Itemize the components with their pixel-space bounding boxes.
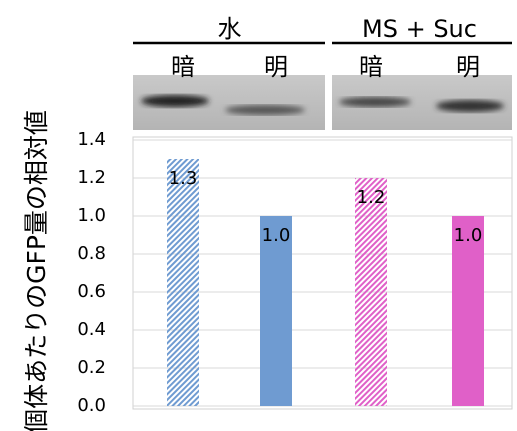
y-tick-label: 0.2 [77, 357, 106, 378]
y-tick-label: 0.4 [77, 319, 106, 340]
bar [452, 216, 484, 406]
group-label: 水 [218, 15, 242, 43]
blot-image [133, 75, 512, 130]
data-label: 1.0 [262, 225, 291, 246]
data-label: 1.3 [169, 168, 198, 189]
y-tick-label: 0.8 [77, 243, 106, 264]
category-label: 明 [264, 53, 288, 81]
y-tick-label: 1.4 [77, 129, 106, 150]
bar [355, 178, 387, 406]
y-tick-label: 0.0 [77, 395, 106, 416]
y-tick-label: 1.2 [77, 167, 106, 188]
category-label: 暗 [171, 53, 195, 81]
category-label: 明 [456, 53, 480, 81]
y-axis-label: 個体あたりのGFP量の相対値 [22, 110, 51, 431]
y-tick-label: 1.0 [77, 205, 106, 226]
plot-frame [132, 136, 513, 410]
data-label: 1.0 [454, 225, 483, 246]
bar [167, 159, 199, 406]
group-label: MS + Suc [362, 15, 477, 43]
category-label: 暗 [359, 53, 383, 81]
y-tick-label: 0.6 [77, 281, 106, 302]
bar [260, 216, 292, 406]
data-label: 1.2 [357, 187, 386, 208]
